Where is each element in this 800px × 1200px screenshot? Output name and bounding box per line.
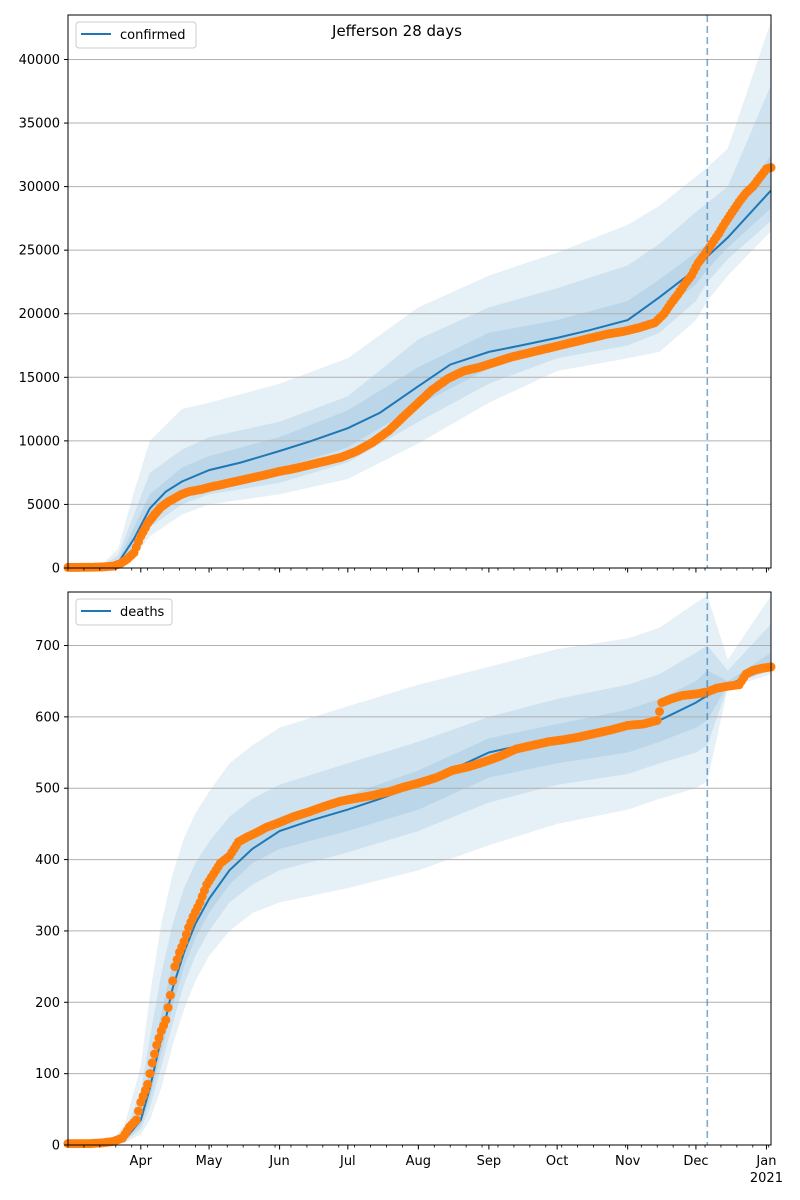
- deaths-observed-point: [170, 962, 180, 972]
- confirmed-ytick-label: 15000: [19, 371, 60, 386]
- confirmed-ytick-label: 0: [52, 562, 60, 577]
- confirmed-legend-label: confirmed: [120, 28, 186, 43]
- deaths-xtick-label: Apr: [130, 1154, 153, 1169]
- confirmed-band-1: [68, 21, 771, 568]
- deaths-xtick-label: Jun: [268, 1154, 289, 1169]
- confirmed-ytick-label: 20000: [19, 307, 60, 322]
- deaths-ytick-label: 300: [35, 924, 60, 939]
- deaths-x-axis: Apr May Jun Jul Aug Sep Oct Nov Dec Jan 2021: [67, 1145, 783, 1186]
- deaths-ytick-label: 0: [52, 1139, 60, 1154]
- deaths-xtick-label: Oct: [546, 1154, 568, 1169]
- deaths-observed-point: [150, 1049, 159, 1059]
- deaths-observed-point: [165, 990, 175, 1000]
- deaths-observed-point: [161, 1015, 171, 1025]
- deaths-plot-frame: [67, 591, 772, 1146]
- confirmed-panel: 0 5000 10000 15000 20000 25000 30000 35000 40000…: [19, 14, 776, 577]
- deaths-xtick-label: Sep: [477, 1154, 502, 1169]
- confirmed-ytick-label: 25000: [19, 244, 60, 259]
- deaths-ytick-label: 700: [35, 639, 60, 654]
- deaths-observed-point: [143, 1079, 153, 1089]
- deaths-ytick-label: 200: [35, 996, 60, 1011]
- deaths-ytick-label: 400: [35, 853, 60, 868]
- deaths-xtick-label: Dec: [683, 1154, 708, 1169]
- deaths-observed-point: [163, 1003, 173, 1013]
- deaths-year-label: 2021: [750, 1171, 783, 1186]
- deaths-legend-box: [75, 598, 173, 626]
- deaths-observed-point: [131, 1115, 141, 1125]
- confirmed-plot-frame: [67, 14, 772, 569]
- confirmed-band-3: [68, 154, 771, 568]
- confirmed-ytick-label: 10000: [19, 434, 60, 449]
- deaths-observed-point: [181, 930, 191, 939]
- deaths-observed-point: [172, 955, 182, 964]
- deaths-observed-points: [63, 662, 776, 1149]
- deaths-observed-point: [134, 1106, 143, 1116]
- deaths-observed-point: [154, 1033, 164, 1043]
- confirmed-uncertainty-bands: [68, 21, 771, 568]
- deaths-ytick-label: 600: [35, 710, 60, 725]
- confirmed-model-path: [68, 189, 771, 568]
- chart-title: Jefferson 28 days: [331, 22, 462, 40]
- deaths-xtick-label: Aug: [406, 1154, 431, 1169]
- confirmed-ytick-label: 35000: [19, 117, 60, 132]
- confirmed-model-line: [68, 189, 771, 568]
- deaths-xtick-label: Nov: [615, 1154, 641, 1169]
- confirmed-y-axis: 0 5000 10000 15000 20000 25000 30000 35000 40000: [19, 53, 68, 577]
- deaths-panel: 0 100 200 300 400 500 600 700 Apr May Jun Jul Aug Se…: [35, 591, 783, 1186]
- deaths-xtick-label: May: [196, 1154, 223, 1169]
- confirmed-legend: confirmed: [75, 21, 197, 49]
- confirmed-band-2: [68, 84, 771, 568]
- deaths-xtick-label: Jan: [755, 1154, 776, 1169]
- confirmed-ytick-label: 30000: [19, 180, 60, 195]
- deaths-band-2: [68, 624, 771, 1145]
- deaths-legend-label: deaths: [120, 605, 165, 620]
- deaths-ytick-label: 100: [35, 1067, 60, 1082]
- confirmed-ytick-label: 40000: [19, 53, 60, 68]
- deaths-legend: deaths: [75, 598, 173, 626]
- deaths-xtick-label: Jul: [339, 1154, 356, 1169]
- deaths-y-axis: 0 100 200 300 400 500 600 700: [35, 639, 68, 1154]
- confirmed-x-axis: [67, 568, 770, 573]
- confirmed-ytick-label: 5000: [27, 498, 60, 513]
- deaths-observed-point: [655, 707, 664, 716]
- deaths-observed-point: [145, 1069, 155, 1079]
- deaths-ytick-label: 500: [35, 782, 60, 797]
- confirmed-legend-box: [75, 21, 197, 49]
- deaths-observed-point: [179, 937, 189, 947]
- deaths-observed-point: [168, 976, 178, 986]
- deaths-observed-point: [147, 1058, 157, 1068]
- deaths-observed-point: [652, 715, 662, 725]
- deaths-observed-point: [152, 1040, 162, 1050]
- confirmed-observed-points: [63, 163, 776, 572]
